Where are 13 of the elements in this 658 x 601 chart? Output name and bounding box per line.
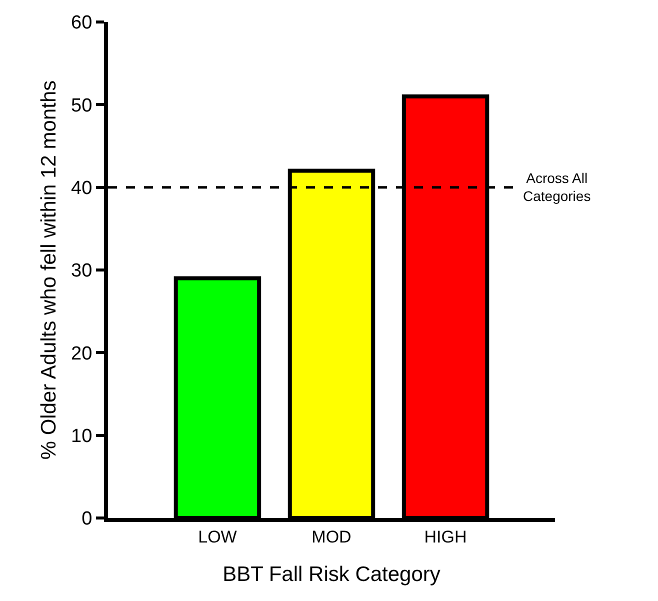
y-tick-label: 60 (71, 12, 92, 34)
x-axis-title: BBT Fall Risk Category (222, 563, 441, 586)
ref-line-label: Across All Categories (523, 170, 591, 204)
y-tick-label: 50 (71, 95, 92, 116)
x-tick-label: HIGH (424, 527, 467, 546)
y-tick-label: 10 (71, 426, 92, 447)
y-tick-label: 0 (82, 508, 92, 530)
x-tick-label: MOD (312, 527, 352, 546)
x-tick-label: LOW (198, 527, 237, 546)
y-tick-label: 20 (71, 343, 92, 364)
y-tick-label: 40 (71, 178, 92, 199)
y-tick-label: 30 (71, 260, 92, 282)
y-axis-title: % Older Adults who fell within 12 months (38, 80, 61, 460)
